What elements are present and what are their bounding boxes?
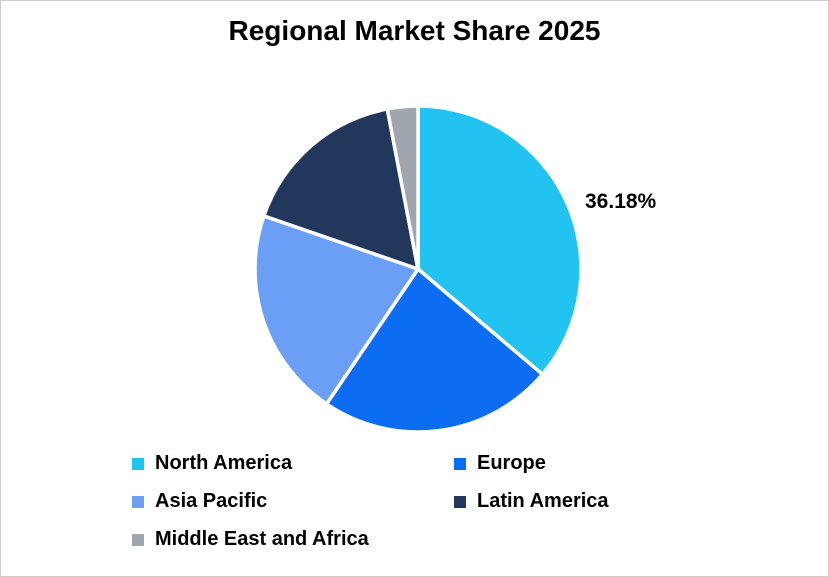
legend-label: Latin America [477,490,609,512]
legend-item-north-america[interactable]: North America [132,450,292,477]
legend-swatch-icon [132,495,144,508]
pie-slice-north-america[interactable] [416,104,583,377]
legend-swatch-icon [454,457,466,470]
pie-slice-asia-pacific[interactable] [253,213,421,407]
legend-item-latin-america[interactable]: Latin America [454,488,609,515]
pie-slice-latin-america[interactable] [261,106,421,272]
legend-item-asia-pacific[interactable]: Asia Pacific [132,488,267,515]
pie-slice-middle-east-and-africa[interactable] [385,104,420,270]
chart-title: Regional Market Share 2025 [228,15,601,46]
legend-item-middle-east-and-africa[interactable]: Middle East and Africa [132,526,369,553]
legend-label: Middle East and Africa [155,528,369,550]
legend-swatch-icon [454,495,466,508]
legend-label: Asia Pacific [155,490,268,512]
pie-slice-europe[interactable] [324,266,545,434]
legend-swatch-icon [132,533,144,546]
legend-swatch-icon [132,457,144,470]
legend-label: North America [155,452,293,474]
legend-label: Europe [477,452,546,474]
pie-chart [253,104,583,434]
data-label-north-america: 36.18% [585,190,657,213]
legend-item-europe[interactable]: Europe [454,450,546,477]
